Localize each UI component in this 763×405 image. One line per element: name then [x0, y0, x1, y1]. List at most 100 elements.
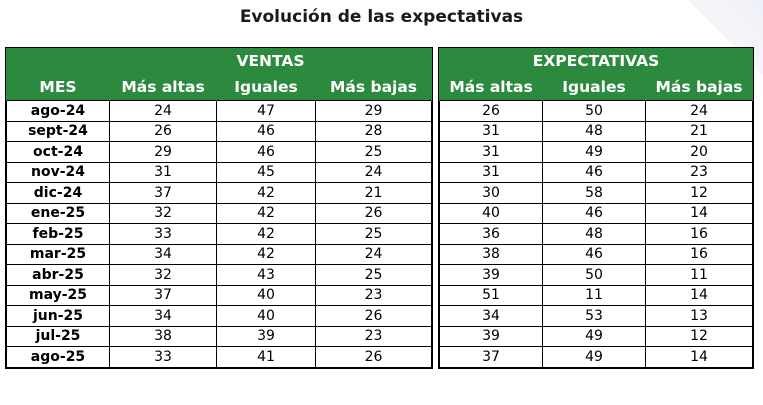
cell-expect-mas-altas: 31: [439, 120, 543, 142]
cell-expect-mas-bajas: 12: [644, 325, 754, 347]
cell-ventas-mas-bajas: 21: [315, 182, 432, 204]
column-header-ventas-iguales: Iguales: [216, 74, 316, 101]
table-row: jul-25 38 39 23: [6, 325, 432, 347]
cell-expect-mas-bajas: 21: [644, 120, 754, 142]
cell-ventas-iguales: 46: [216, 120, 316, 142]
cell-ventas-mas-bajas: 23: [315, 284, 432, 306]
table-row: mar-25 34 42 24: [6, 243, 432, 265]
table-row: ago-24 24 47 29: [6, 100, 432, 122]
cell-ventas-mas-altas: 38: [109, 325, 217, 347]
cell-expect-mas-bajas: 16: [644, 223, 754, 245]
table-row: 26 50 24: [439, 100, 754, 122]
cell-ventas-mas-altas: 34: [109, 305, 217, 327]
cell-ventas-iguales: 42: [216, 202, 316, 224]
table-row: oct-24 29 46 25: [6, 141, 432, 163]
cell-ventas-mas-altas: 37: [109, 182, 217, 204]
cell-ventas-mas-bajas: 26: [315, 346, 432, 368]
table-row: 51 11 14: [439, 284, 754, 306]
cell-mes: sept-24: [6, 120, 110, 142]
cell-expect-mas-altas: 26: [439, 100, 543, 122]
cell-mes: may-25: [6, 284, 110, 306]
cell-ventas-mas-altas: 26: [109, 120, 217, 142]
column-header-ventas-mas-altas: Más altas: [109, 74, 217, 101]
cell-ventas-mas-altas: 33: [109, 223, 217, 245]
cell-ventas-iguales: 41: [216, 346, 316, 368]
cell-ventas-mas-bajas: 24: [315, 161, 432, 183]
cell-ventas-iguales: 43: [216, 264, 316, 286]
cell-mes: mar-25: [6, 243, 110, 265]
cell-mes: nov-24: [6, 161, 110, 183]
cell-ventas-mas-altas: 33: [109, 346, 217, 368]
cell-expect-mas-altas: 37: [439, 346, 543, 368]
table-row: 34 53 13: [439, 305, 754, 327]
table-row: dic-24 37 42 21: [6, 182, 432, 204]
cell-expect-mas-bajas: 12: [644, 182, 754, 204]
cell-ventas-iguales: 40: [216, 284, 316, 306]
cell-expect-iguales: 58: [542, 182, 646, 204]
expectativas-table-body: 26 50 24 31 48 21 31 49 20 31 46 23 30 58 12 40 46 14 36 48…: [439, 100, 754, 368]
cell-ventas-iguales: 46: [216, 141, 316, 163]
cell-ventas-mas-bajas: 26: [315, 202, 432, 224]
table-row: 40 46 14: [439, 202, 754, 224]
cell-expect-iguales: 11: [542, 284, 646, 306]
cell-ventas-mas-altas: 31: [109, 161, 217, 183]
column-header-mes: MES: [6, 74, 110, 101]
cell-ventas-mas-bajas: 29: [315, 100, 432, 122]
table-row: nov-24 31 45 24: [6, 161, 432, 183]
cell-mes: jun-25: [6, 305, 110, 327]
cell-ventas-iguales: 40: [216, 305, 316, 327]
expectativas-table: EXPECTATIVAS Más altas Iguales Más bajas…: [437, 47, 755, 369]
cell-mes: dic-24: [6, 182, 110, 204]
table-row: 37 49 14: [439, 346, 754, 368]
cell-expect-mas-altas: 30: [439, 182, 543, 204]
cell-ventas-mas-altas: 32: [109, 264, 217, 286]
cell-expect-mas-altas: 36: [439, 223, 543, 245]
cell-expect-iguales: 46: [542, 161, 646, 183]
table-row: 31 46 23: [439, 161, 754, 183]
ventas-table: VENTAS MES Más altas Iguales Más bajas a…: [5, 47, 433, 369]
cell-mes: ago-25: [6, 346, 110, 368]
cell-ventas-iguales: 42: [216, 223, 316, 245]
cell-expect-iguales: 53: [542, 305, 646, 327]
table-row: ago-25 33 41 26: [6, 346, 432, 368]
table-row: abr-25 32 43 25: [6, 264, 432, 286]
cell-ventas-mas-bajas: 28: [315, 120, 432, 142]
cell-ventas-iguales: 42: [216, 182, 316, 204]
column-header-expect-mas-bajas: Más bajas: [644, 74, 754, 101]
cell-expect-mas-bajas: 14: [644, 284, 754, 306]
table-row: jun-25 34 40 26: [6, 305, 432, 327]
cell-ventas-mas-bajas: 23: [315, 325, 432, 347]
cell-ventas-iguales: 47: [216, 100, 316, 122]
cell-expect-iguales: 49: [542, 346, 646, 368]
cell-expect-mas-altas: 38: [439, 243, 543, 265]
cell-expect-mas-altas: 39: [439, 264, 543, 286]
cell-expect-mas-altas: 39: [439, 325, 543, 347]
cell-ventas-mas-bajas: 25: [315, 264, 432, 286]
cell-expect-iguales: 48: [542, 223, 646, 245]
cell-expect-mas-bajas: 13: [644, 305, 754, 327]
table-row: 36 48 16: [439, 223, 754, 245]
ventas-group-header: VENTAS: [109, 48, 432, 74]
cell-mes: ago-24: [6, 100, 110, 122]
table-row: 30 58 12: [439, 182, 754, 204]
table-row: 31 49 20: [439, 141, 754, 163]
cell-mes: feb-25: [6, 223, 110, 245]
cell-expect-mas-bajas: 23: [644, 161, 754, 183]
table-row: 38 46 16: [439, 243, 754, 265]
cell-expect-mas-bajas: 14: [644, 346, 754, 368]
page-title: Evolución de las expectativas: [239, 7, 524, 27]
cell-mes: ene-25: [6, 202, 110, 224]
cell-expect-iguales: 50: [542, 100, 646, 122]
table-row: 39 49 12: [439, 325, 754, 347]
cell-mes: abr-25: [6, 264, 110, 286]
cell-expect-iguales: 50: [542, 264, 646, 286]
cell-expect-iguales: 49: [542, 141, 646, 163]
ventas-table-body: ago-24 24 47 29 sept-24 26 46 28 oct-24 29 46 25 nov…: [6, 100, 432, 368]
column-header-expect-iguales: Iguales: [542, 74, 646, 101]
cell-ventas-iguales: 39: [216, 325, 316, 347]
ventas-group-empty: [6, 48, 110, 74]
cell-expect-mas-altas: 51: [439, 284, 543, 306]
table-row: 31 48 21: [439, 120, 754, 142]
cell-ventas-mas-altas: 24: [109, 100, 217, 122]
cell-expect-iguales: 48: [542, 120, 646, 142]
